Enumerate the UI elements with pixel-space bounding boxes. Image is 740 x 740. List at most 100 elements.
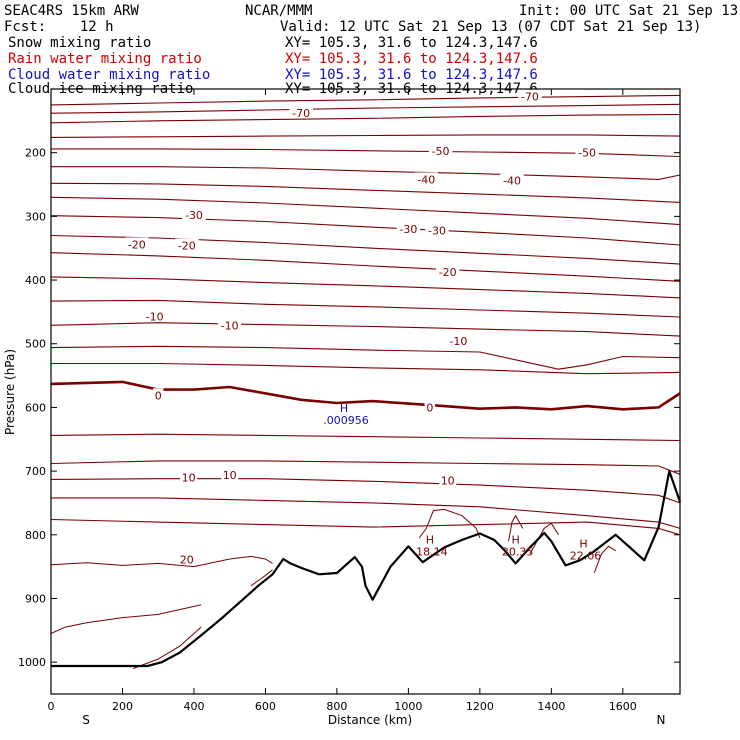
- contour-labels: -70 -70 -50 -50 -40 -40 -30 -30 -30 -20 -20 -20 -10 -…: [125, 89, 599, 567]
- contour-label: -50: [432, 145, 450, 158]
- contour-label-bg: [439, 473, 457, 486]
- isotherm-line-10: [50, 252, 681, 282]
- legend-rain-xy: XY= 105.3, 31.6 to 124.3,147.6: [285, 51, 538, 67]
- high-marker: H: [511, 534, 519, 547]
- contour-label-bg: [217, 318, 242, 331]
- isotherm-line-1: [50, 103, 681, 114]
- x-tick-label: 200: [112, 700, 133, 713]
- contour-label-bg: [396, 222, 421, 235]
- contour-label-bg: [142, 309, 167, 322]
- high-marker: H: [579, 538, 587, 551]
- plot-frame: [50, 88, 681, 695]
- contour-label: -30: [428, 224, 446, 237]
- isotherm-line-0: [50, 94, 681, 106]
- zero-isotherm: [50, 380, 681, 411]
- contour-label-bg: [435, 264, 460, 277]
- contour-label: 10: [223, 469, 237, 482]
- terrain-line: [51, 470, 682, 668]
- contour-label-bg: [175, 238, 199, 251]
- contour-label-bg: [182, 208, 206, 221]
- isotherm-line-20: [50, 518, 681, 536]
- high-value: 22.06: [570, 550, 602, 563]
- contour-label: 0: [426, 401, 433, 414]
- contour-label: 10: [182, 471, 196, 484]
- y-tick-label: 400: [25, 274, 46, 287]
- isotherm-line-13: [50, 322, 681, 337]
- isotherm-line-14: [50, 345, 681, 370]
- isotherm-line-9: [50, 234, 681, 265]
- contour-label: -30: [399, 223, 417, 236]
- isotherm-line-2: [50, 113, 681, 124]
- warm-contour-1: [50, 604, 202, 634]
- warm-contour-4: [418, 508, 481, 539]
- y-tick-label: 1000: [18, 656, 46, 669]
- contour-label-bg: [289, 106, 313, 119]
- contour-label: -10: [146, 310, 164, 323]
- contour-label: -70: [521, 91, 539, 104]
- contour-label-bg: [500, 173, 524, 186]
- contour-label-bg: [152, 388, 164, 401]
- model-title: SEAC4RS 15km ARW: [4, 3, 139, 19]
- contour-label: 20: [180, 554, 194, 567]
- forecast-hour: Fcst: 12 h: [4, 19, 114, 35]
- x-tick-label: 1200: [466, 700, 494, 713]
- contour-label-bg: [125, 237, 149, 250]
- legend-snow-xy: XY= 105.3, 31.6 to 124.3,147.6: [285, 35, 538, 51]
- y-tick-label: 800: [25, 529, 46, 542]
- contour-label-bg: [575, 145, 599, 158]
- x-axis-title: Distance (km): [328, 713, 412, 727]
- x-tick-label: 600: [255, 700, 276, 713]
- x-tick-label: 800: [326, 700, 347, 713]
- high-value: 18.14: [416, 546, 448, 559]
- south-end-label: S: [82, 713, 90, 727]
- x-tick-label: 1400: [537, 700, 565, 713]
- warm-contour-5: [508, 514, 524, 542]
- high-marker: H: [340, 402, 348, 415]
- contour-label: -20: [128, 238, 146, 251]
- contour-label: -10: [449, 335, 467, 348]
- y-tick-label: 500: [25, 338, 46, 351]
- contour-label-bg: [424, 400, 436, 413]
- zero-isotherm-line: [50, 380, 681, 411]
- isotherm-line-16: [50, 433, 681, 442]
- isotherm-line-3: [50, 134, 681, 138]
- warm-contour-7: [593, 545, 616, 574]
- north-end-label: N: [657, 713, 666, 727]
- warm-contour-2: [133, 626, 202, 669]
- contour-label: -40: [417, 173, 435, 186]
- isotherm-line-6: [50, 182, 681, 203]
- legend-cloud-water-label: Cloud water mixing ratio: [8, 67, 211, 83]
- y-tick-label: 700: [25, 465, 46, 478]
- x-tick-label: 0: [48, 700, 55, 713]
- contour-label: -40: [503, 175, 521, 188]
- contour-label-bg: [180, 470, 198, 483]
- contour-label-bg: [414, 172, 439, 185]
- init-time: Init: 00 UTC Sat 21 Sep 13: [519, 3, 739, 19]
- isotherm-line-15: [51, 362, 681, 375]
- warm-contour-0: [50, 555, 273, 568]
- y-axis-title: Pressure (hPa): [3, 349, 17, 435]
- isotherm-line-17: [50, 460, 681, 475]
- contour-label-bg: [178, 552, 196, 565]
- x-tick-label: 1000: [394, 700, 422, 713]
- isotherm-line-12: [50, 299, 681, 318]
- x-tick-label: 400: [183, 700, 204, 713]
- contour-label-bg: [221, 467, 239, 480]
- isotherm-line-7: [50, 196, 681, 226]
- y-tick-label: 200: [25, 147, 46, 160]
- high-value: .000956: [323, 414, 369, 427]
- contour-label-bg: [428, 143, 453, 156]
- x-axis: 0 200 400 600 800 1000 1200 1400 1600: [48, 89, 637, 713]
- contour-label: 10: [441, 475, 455, 488]
- warm-isotherm-contours: [50, 508, 616, 669]
- high-marker: H: [426, 534, 434, 547]
- contour-label: -20: [178, 240, 196, 253]
- legend-cloud-water-xy: XY= 105.3, 31.6 to 124.3,147.6: [285, 67, 538, 83]
- y-tick-label: 900: [25, 592, 46, 605]
- terrain-profile: [51, 470, 682, 668]
- contour-label: -70: [292, 107, 310, 120]
- warm-contour-3: [250, 569, 273, 587]
- isotherm-line-5: [51, 166, 681, 180]
- valid-time: Valid: 12 UTC Sat 21 Sep 13 (07 CDT Sat …: [280, 19, 702, 35]
